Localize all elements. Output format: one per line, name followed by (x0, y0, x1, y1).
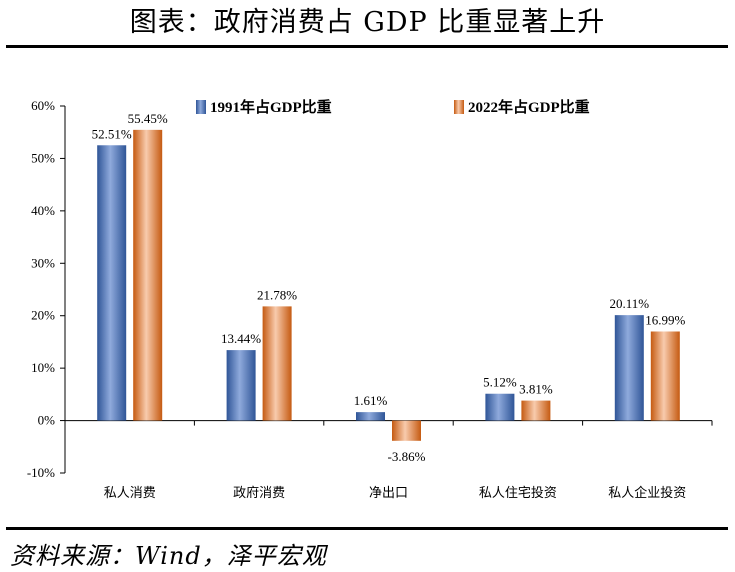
y-tick-label: 30% (31, 255, 55, 270)
y-axis: -10% 0% 10% 20% 30% 40% 50% 60% (27, 98, 66, 480)
legend-swatch (454, 100, 464, 114)
y-tick-label: -10% (27, 465, 55, 480)
data-label: 3.81% (519, 382, 553, 397)
y-tick-label: 20% (31, 308, 55, 323)
legend: 1991年占GDP比重 2022年占GDP比重 (196, 98, 590, 116)
bars-group: 52.51% 13.44% 1.61% 5.12% 20.11% 55.45% 21.78%… (92, 111, 686, 464)
bar-chart: -10% 0% 10% 20% 30% 40% 50% 60% 私人消费 政府消费 净出口 私人住宅… (27, 98, 713, 500)
y-tick-label: 40% (31, 203, 55, 218)
x-category-label: 私人住宅投资 (479, 485, 557, 500)
bar (485, 393, 515, 421)
data-label: 5.12% (483, 375, 517, 390)
bar (614, 315, 644, 421)
x-category-label: 政府消费 (233, 485, 285, 500)
y-tick-label: 60% (31, 98, 55, 113)
source-note: 资料来源：Wind，泽平宏观 (10, 542, 327, 570)
footer-rule (6, 527, 728, 530)
data-label: -3.86% (388, 449, 426, 464)
data-label: 20.11% (609, 296, 649, 311)
data-label: 1.61% (354, 393, 388, 408)
bar (133, 129, 163, 421)
data-label: 21.78% (257, 287, 297, 302)
bar (356, 412, 385, 421)
legend-swatch (196, 100, 206, 114)
bar (650, 331, 680, 421)
bar (226, 350, 256, 421)
data-label: 52.51% (92, 126, 132, 141)
data-label: 16.99% (645, 312, 685, 327)
data-label: 13.44% (221, 331, 261, 346)
bar (392, 420, 421, 441)
x-axis: 私人消费 政府消费 净出口 私人住宅投资 私人企业投资 (64, 420, 713, 500)
chart-title: 图表：政府消费占 GDP 比重显著上升 (129, 7, 606, 38)
x-category-label: 私人企业投资 (608, 485, 686, 500)
legend-label: 2022年占GDP比重 (468, 98, 590, 116)
x-category-label: 净出口 (369, 485, 408, 500)
legend-label: 1991年占GDP比重 (210, 98, 332, 116)
x-category-label: 私人消费 (104, 485, 156, 500)
title-rule (6, 45, 728, 48)
y-tick-label: 10% (31, 360, 55, 375)
bar (521, 400, 551, 421)
y-tick-label: 50% (31, 150, 55, 165)
y-tick-label: 0% (38, 413, 56, 428)
bar (97, 145, 127, 421)
bar (262, 306, 292, 421)
data-label: 55.45% (128, 111, 168, 126)
